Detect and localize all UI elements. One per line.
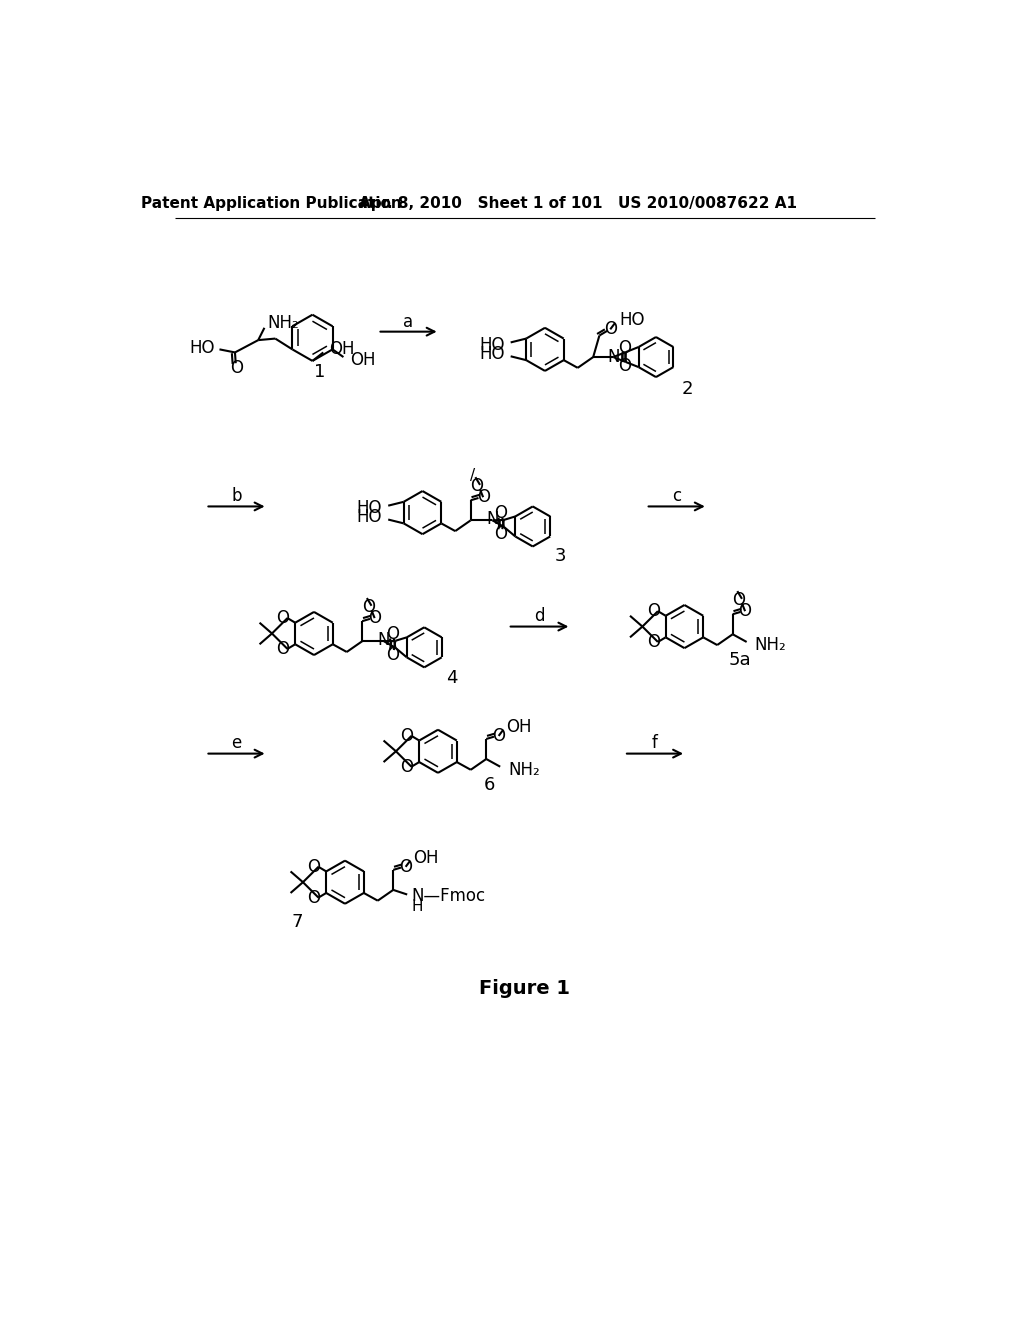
Text: Apr. 8, 2010   Sheet 1 of 101: Apr. 8, 2010 Sheet 1 of 101 [358, 195, 602, 211]
Text: O: O [647, 634, 659, 651]
Text: HO: HO [620, 312, 645, 329]
Text: d: d [535, 607, 545, 624]
Text: N—Fmoc: N—Fmoc [412, 887, 486, 906]
Text: N: N [486, 510, 499, 528]
Text: US 2010/0087622 A1: US 2010/0087622 A1 [618, 195, 798, 211]
Text: O: O [369, 609, 381, 627]
Text: f: f [652, 734, 658, 752]
Text: O: O [276, 609, 290, 627]
Text: O: O [476, 488, 489, 506]
Text: HO: HO [479, 345, 505, 363]
Text: O: O [738, 602, 752, 620]
Text: OH: OH [330, 339, 355, 358]
Text: Figure 1: Figure 1 [479, 979, 570, 998]
Text: HO: HO [479, 335, 505, 354]
Text: O: O [400, 758, 414, 776]
Text: O: O [307, 858, 321, 875]
Text: OH: OH [349, 351, 375, 370]
Text: 4: 4 [445, 669, 457, 688]
Text: O: O [617, 356, 631, 375]
Text: HO: HO [356, 499, 382, 517]
Text: O: O [230, 359, 243, 376]
Text: O: O [604, 321, 616, 338]
Text: O: O [276, 640, 290, 657]
Text: O: O [386, 645, 398, 664]
Text: O: O [495, 525, 507, 543]
Text: 6: 6 [483, 776, 495, 795]
Text: 3: 3 [555, 546, 566, 565]
Text: O: O [647, 602, 659, 620]
Text: NH₂: NH₂ [508, 760, 540, 779]
Text: OH: OH [507, 718, 531, 735]
Text: N: N [607, 348, 620, 366]
Text: 5a: 5a [729, 652, 752, 669]
Text: Patent Application Publication: Patent Application Publication [141, 195, 401, 211]
Text: NH₂: NH₂ [755, 636, 786, 653]
Text: O: O [361, 598, 375, 616]
Text: NH₂: NH₂ [267, 314, 299, 333]
Text: HO: HO [356, 508, 382, 527]
Text: c: c [672, 487, 681, 504]
Text: O: O [386, 624, 398, 643]
Text: 1: 1 [313, 363, 325, 381]
Text: H: H [412, 899, 423, 913]
Text: O: O [617, 339, 631, 358]
Text: 7: 7 [291, 913, 303, 931]
Text: HO: HO [189, 339, 215, 356]
Text: N: N [378, 631, 390, 648]
Text: 2: 2 [681, 380, 692, 399]
Text: O: O [470, 478, 483, 495]
Text: b: b [231, 487, 242, 504]
Text: O: O [495, 504, 507, 521]
Text: OH: OH [414, 849, 439, 866]
Text: /: / [470, 469, 475, 483]
Text: O: O [732, 591, 745, 610]
Text: O: O [493, 727, 505, 744]
Text: a: a [403, 313, 414, 330]
Text: O: O [307, 888, 321, 907]
Text: O: O [399, 858, 412, 875]
Text: e: e [231, 734, 242, 752]
Text: O: O [400, 727, 414, 744]
